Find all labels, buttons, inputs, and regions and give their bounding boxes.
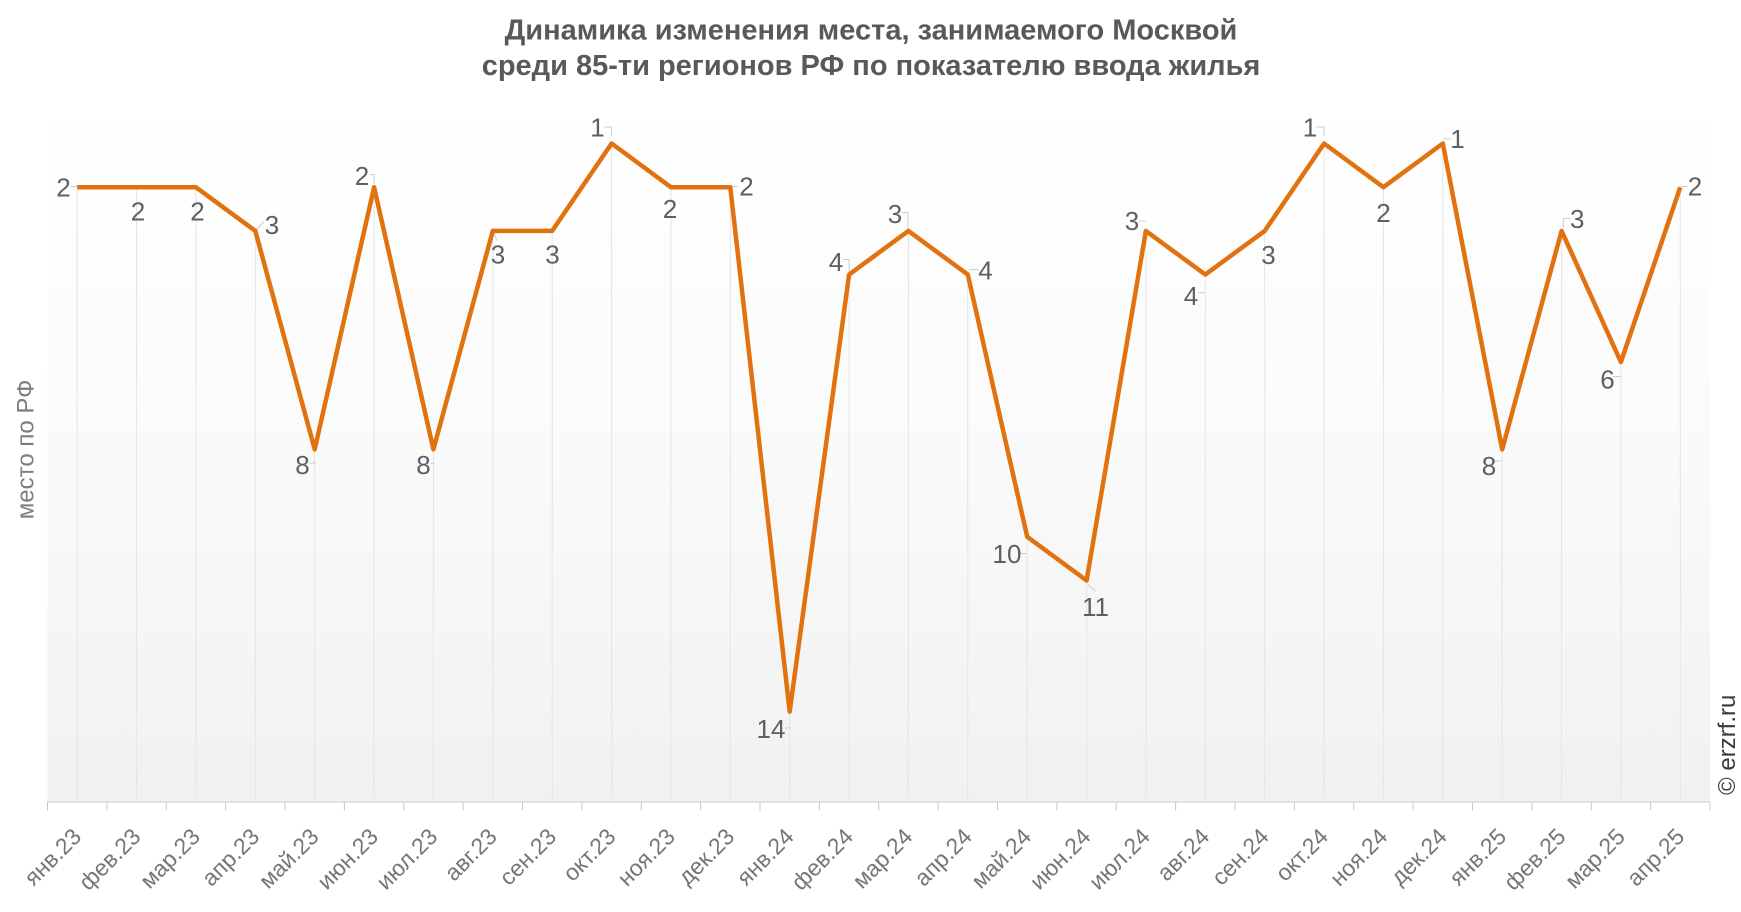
- svg-text:мар.25: мар.25: [1560, 823, 1630, 893]
- svg-text:сен.24: сен.24: [1207, 823, 1274, 890]
- svg-text:место по РФ: место по РФ: [12, 380, 39, 520]
- svg-text:3: 3: [1125, 206, 1139, 236]
- svg-text:ноя.23: ноя.23: [612, 823, 680, 891]
- svg-text:сен.23: сен.23: [494, 823, 561, 890]
- svg-text:май.24: май.24: [966, 823, 1036, 893]
- svg-text:апр.23: апр.23: [196, 823, 264, 891]
- svg-text:8: 8: [1482, 451, 1496, 481]
- svg-text:2: 2: [739, 172, 753, 202]
- svg-text:апр.25: апр.25: [1621, 823, 1689, 891]
- svg-text:фев.23: фев.23: [74, 823, 146, 895]
- svg-text:2: 2: [355, 161, 369, 191]
- svg-text:авг.23: авг.23: [439, 823, 502, 886]
- svg-text:фев.24: фев.24: [786, 823, 858, 895]
- svg-text:май.23: май.23: [253, 823, 323, 893]
- svg-text:окт.24: окт.24: [1270, 823, 1333, 886]
- svg-text:окт.23: окт.23: [558, 823, 621, 886]
- svg-text:июл.24: июл.24: [1084, 823, 1156, 895]
- svg-text:4: 4: [1184, 281, 1198, 311]
- svg-text:11: 11: [1082, 592, 1109, 622]
- svg-text:июн.23: июн.23: [312, 823, 383, 894]
- svg-text:ноя.24: ноя.24: [1325, 823, 1393, 891]
- svg-text:2: 2: [131, 197, 145, 227]
- svg-text:1: 1: [1450, 124, 1464, 154]
- svg-text:2: 2: [1376, 198, 1390, 228]
- svg-text:3: 3: [491, 240, 505, 270]
- svg-text:дек.24: дек.24: [1385, 823, 1452, 890]
- svg-text:3: 3: [1570, 204, 1584, 234]
- svg-text:4: 4: [829, 247, 843, 277]
- svg-text:мар.24: мар.24: [847, 823, 917, 893]
- svg-text:3: 3: [545, 240, 559, 270]
- svg-text:июн.24: июн.24: [1024, 823, 1095, 894]
- svg-text:фев.25: фев.25: [1499, 823, 1571, 895]
- svg-text:Динамика изменения места, зани: Динамика изменения места, занимаемого Мо…: [505, 15, 1238, 47]
- svg-text:© erzrf.ru: © erzrf.ru: [1714, 695, 1741, 795]
- svg-text:14: 14: [757, 714, 786, 744]
- svg-text:8: 8: [295, 450, 309, 480]
- svg-text:6: 6: [1600, 365, 1614, 395]
- svg-text:3: 3: [888, 199, 902, 229]
- svg-text:июл.23: июл.23: [371, 823, 442, 894]
- svg-text:8: 8: [416, 450, 430, 480]
- svg-text:1: 1: [1303, 113, 1317, 143]
- svg-text:10: 10: [993, 539, 1022, 569]
- svg-text:1: 1: [590, 113, 604, 143]
- svg-text:2: 2: [663, 194, 677, 224]
- svg-text:дек.23: дек.23: [673, 823, 740, 890]
- svg-text:3: 3: [265, 210, 279, 240]
- svg-text:среди 85-ти регионов РФ по пок: среди 85-ти регионов РФ по показателю вв…: [482, 50, 1261, 82]
- svg-text:авг.24: авг.24: [1152, 823, 1215, 886]
- svg-text:2: 2: [190, 197, 204, 227]
- svg-text:2: 2: [56, 173, 70, 203]
- svg-text:апр.24: апр.24: [909, 823, 977, 891]
- svg-text:2: 2: [1688, 172, 1702, 202]
- svg-text:4: 4: [978, 256, 992, 286]
- svg-text:3: 3: [1261, 240, 1275, 270]
- svg-text:мар.23: мар.23: [135, 823, 205, 893]
